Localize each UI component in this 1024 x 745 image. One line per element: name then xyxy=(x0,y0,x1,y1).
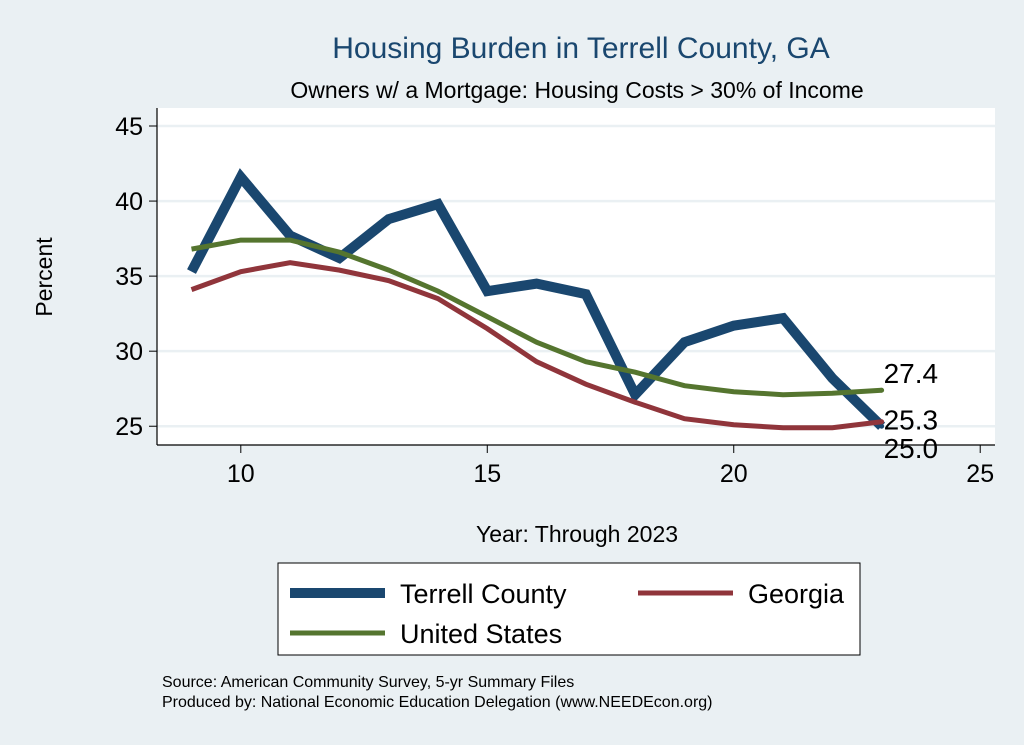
end-labels: 25.025.3 27.4 xyxy=(884,358,939,464)
end-point-marker xyxy=(879,423,885,429)
chart-title: Housing Burden in Terrell County, GA xyxy=(332,32,829,65)
y-tick-label: 40 xyxy=(115,188,143,216)
y-tick-label: 45 xyxy=(115,113,143,141)
producer-note: Produced by: National Economic Education… xyxy=(162,694,713,711)
end-point-marker xyxy=(879,419,885,425)
y-tick-label: 30 xyxy=(115,338,143,366)
chart-subtitle: Owners w/ a Mortgage: Housing Costs > 30… xyxy=(290,77,863,103)
legend-box xyxy=(277,562,861,656)
x-tick-label: 15 xyxy=(473,460,501,488)
x-tick-label: 20 xyxy=(720,460,748,488)
y-tick-label: 25 xyxy=(115,413,143,441)
end-value-label: 27.4 xyxy=(884,358,939,389)
ticks: 25 30 35 40 45 10 15 20 25 xyxy=(115,113,994,488)
series-line-georgia xyxy=(190,260,882,431)
x-tick-label: 25 xyxy=(966,460,994,488)
x-tick-label: 10 xyxy=(227,460,255,488)
legend-label-us: United States xyxy=(400,619,562,649)
source-note: Source: American Community Survey, 5-yr … xyxy=(162,674,574,691)
y-tick-label: 35 xyxy=(115,263,143,291)
x-axis-label: Year: Through 2023 xyxy=(476,521,678,547)
series-lines xyxy=(187,168,886,431)
end-value-label: 25.0 xyxy=(884,433,939,464)
end-value-label: 25.3 xyxy=(884,405,939,436)
legend-label-terrell: Terrell County xyxy=(400,579,567,609)
y-axis-label: Percent xyxy=(31,237,57,317)
legend-label-georgia: Georgia xyxy=(748,579,845,609)
end-point-marker xyxy=(879,387,885,393)
legend: Terrell County Georgia United States xyxy=(277,562,861,656)
series-line-united-states xyxy=(191,237,882,398)
